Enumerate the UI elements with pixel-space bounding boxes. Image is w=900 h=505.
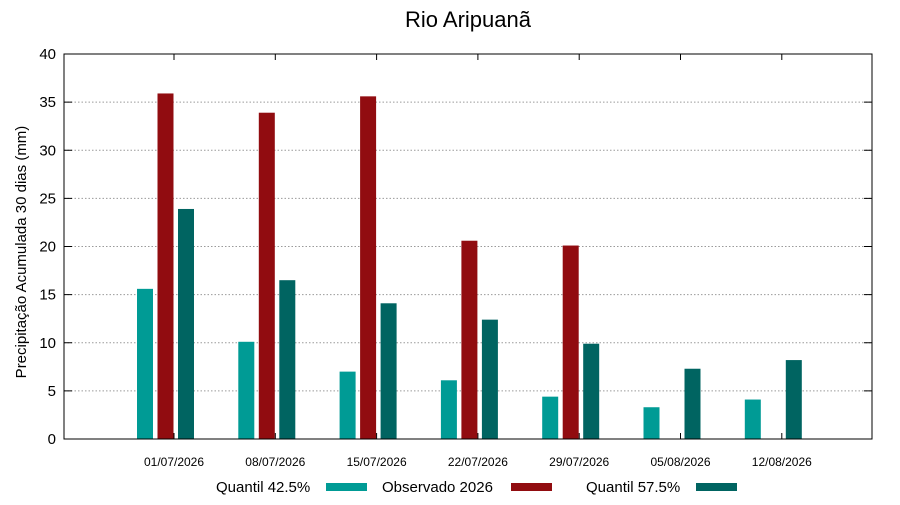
x-tick-label: 12/08/2026 bbox=[752, 455, 812, 469]
y-tick-label: 40 bbox=[39, 46, 56, 63]
legend-swatch bbox=[696, 483, 737, 491]
bar-quantil-42 bbox=[238, 341, 255, 439]
x-tick-label: 08/07/2026 bbox=[245, 455, 305, 469]
legend-label: Quantil 57.5% bbox=[586, 479, 680, 496]
bar-quantil-57 bbox=[583, 343, 600, 439]
bar-observado bbox=[157, 93, 174, 440]
bar-quantil-42 bbox=[137, 288, 153, 439]
legend-swatch bbox=[511, 483, 552, 491]
y-axis-label: Precipitação Acumulada 30 dias (mm) bbox=[13, 126, 30, 379]
bar-observado bbox=[258, 112, 275, 440]
bar-quantil-57 bbox=[380, 303, 397, 439]
axes bbox=[63, 53, 873, 440]
bar-quantil-57 bbox=[178, 208, 194, 439]
y-tick-label: 5 bbox=[48, 383, 56, 400]
bar-quantil-42 bbox=[339, 371, 356, 439]
bar-quantil-42 bbox=[744, 399, 761, 439]
legend-label: Quantil 42.5% bbox=[216, 479, 310, 496]
y-tick-label: 0 bbox=[48, 431, 56, 448]
plot-frame bbox=[63, 53, 873, 440]
y-tick-labels: 0 5 10 15 20 25 30 35 40 bbox=[39, 46, 56, 448]
legend-label: Observado 2026 bbox=[382, 479, 493, 496]
x-tick-labels: 01/07/2026 08/07/2026 15/07/2026 22/07/2026… bbox=[144, 455, 812, 469]
bars bbox=[137, 93, 802, 440]
bar-observado bbox=[461, 240, 478, 439]
y-tick-label: 20 bbox=[39, 239, 56, 256]
bar-observado bbox=[562, 245, 579, 439]
y-tick-label: 15 bbox=[39, 287, 56, 304]
bar-quantil-57 bbox=[684, 368, 701, 439]
y-tick-label: 25 bbox=[39, 190, 56, 207]
x-tick-label: 22/07/2026 bbox=[448, 455, 508, 469]
x-tick-label: 05/08/2026 bbox=[650, 455, 710, 469]
bar-quantil-57 bbox=[785, 360, 802, 439]
bar-quantil-42 bbox=[643, 407, 660, 439]
bar-quantil-42 bbox=[542, 396, 559, 439]
bar-quantil-42 bbox=[440, 380, 457, 439]
y-tick-label: 35 bbox=[39, 94, 56, 111]
bar-observado bbox=[360, 96, 377, 439]
x-tick-label: 29/07/2026 bbox=[549, 455, 609, 469]
y-tick-label: 30 bbox=[39, 142, 56, 159]
x-tick-label: 01/07/2026 bbox=[144, 455, 204, 469]
x-tick-label: 15/07/2026 bbox=[347, 455, 407, 469]
bar-quantil-57 bbox=[279, 280, 296, 439]
bar-quantil-57 bbox=[481, 319, 498, 439]
legend: Quantil 42.5% Observado 2026 Quantil 57.5% bbox=[216, 479, 737, 496]
y-tick-label: 10 bbox=[39, 335, 56, 352]
legend-swatch bbox=[326, 483, 367, 491]
chart-title: Rio Aripuanã bbox=[405, 7, 532, 32]
